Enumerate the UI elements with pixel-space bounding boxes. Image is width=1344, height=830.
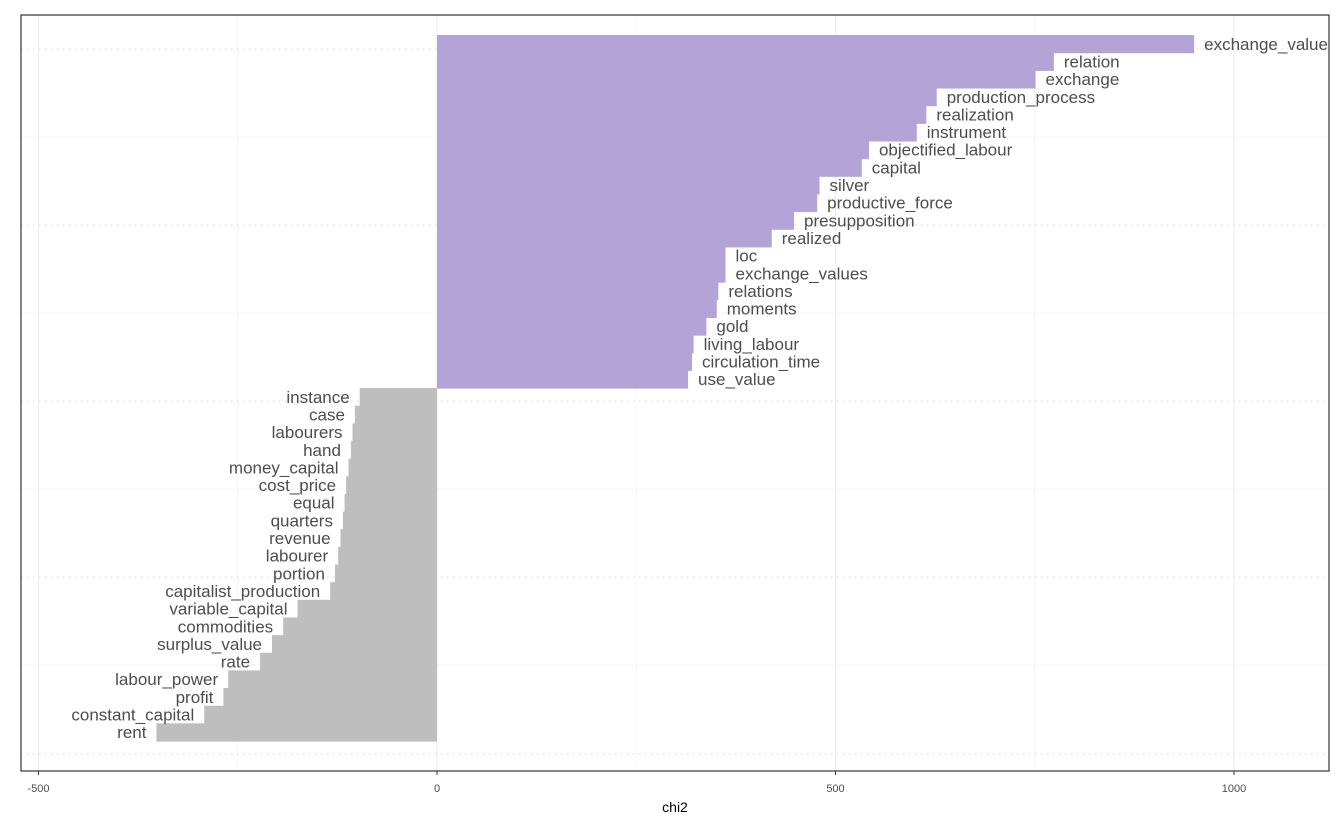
- bar-label-realization: realization: [936, 105, 1014, 124]
- grid-lines: [21, 15, 1329, 771]
- bar-silver: [437, 176, 820, 195]
- bar-label-silver: silver: [830, 176, 870, 195]
- bar-label-surplus_value: surplus_value: [157, 635, 262, 654]
- bar-gold: [437, 317, 707, 336]
- bar-moments: [437, 299, 717, 318]
- bar-label-exchange: exchange: [1046, 70, 1120, 89]
- bar-label-labour_power: labour_power: [115, 670, 218, 689]
- bar-living_labour: [437, 335, 694, 354]
- bar-labourer: [338, 546, 437, 566]
- bar-labourers: [352, 423, 437, 442]
- bar-label-use_value: use_value: [698, 370, 776, 389]
- x-axis-title: chi2: [662, 799, 688, 815]
- bar-label-exchange_value: exchange_value: [1204, 35, 1328, 54]
- bar-label-production_process: production_process: [947, 88, 1095, 107]
- bar-label-portion: portion: [273, 564, 325, 583]
- bar-label-equal: equal: [293, 494, 335, 513]
- bar-label-moments: moments: [727, 300, 797, 319]
- bar-label-instance: instance: [286, 388, 349, 407]
- bar-use_value: [437, 370, 689, 389]
- bar-label-labourers: labourers: [272, 423, 343, 442]
- bar-constant_capital: [204, 705, 437, 724]
- x-tick-label: 0: [434, 783, 440, 795]
- bar-instance: [359, 388, 437, 407]
- bar-relation: [437, 52, 1054, 71]
- bar-label-relations: relations: [728, 282, 792, 301]
- bar-quarters: [342, 511, 437, 530]
- bar-cost_price: [346, 476, 437, 495]
- bar-label-capitalist_production: capitalist_production: [165, 582, 320, 601]
- bar-capital: [437, 158, 862, 177]
- bar-surplus_value: [272, 635, 437, 654]
- bar-realization: [437, 105, 927, 124]
- bar-label-quarters: quarters: [271, 511, 333, 530]
- bar-label-loc: loc: [736, 247, 758, 266]
- bar-rent: [156, 723, 437, 742]
- x-axis: -500 0 500 1000: [27, 771, 1246, 795]
- bar-profit: [223, 688, 437, 707]
- bar-label-profit: profit: [176, 688, 214, 707]
- bar-loc: [437, 246, 726, 266]
- bar-label-instrument: instrument: [927, 123, 1007, 142]
- bar-label-variable_capital: variable_capital: [169, 600, 287, 619]
- bar-label-relation: relation: [1064, 52, 1120, 71]
- bar-rate: [260, 652, 437, 671]
- bar-label-constant_capital: constant_capital: [71, 706, 194, 725]
- bar-money_capital: [348, 458, 437, 477]
- bar-revenue: [340, 529, 437, 548]
- bars-layer: [156, 35, 1195, 742]
- bar-presupposition: [437, 211, 795, 230]
- panel-border: [20, 14, 1330, 772]
- bar-variable_capital: [297, 599, 437, 619]
- bar-equal: [344, 493, 437, 513]
- bar-productive_force: [437, 193, 818, 213]
- bar-objectified_labour: [437, 140, 869, 160]
- bar-label-capital: capital: [872, 158, 921, 177]
- bar-label-labourer: labourer: [266, 547, 329, 566]
- bar-label-revenue: revenue: [269, 529, 330, 548]
- bar-label-cost_price: cost_price: [259, 476, 336, 495]
- bar-label-case: case: [309, 405, 345, 424]
- bar-case: [354, 405, 437, 424]
- bar-label-productive_force: productive_force: [827, 194, 953, 213]
- bar-capitalist_production: [330, 582, 437, 601]
- x-tick-label: -500: [27, 783, 49, 795]
- bar-hand: [350, 440, 437, 460]
- bar-label-rate: rate: [221, 653, 250, 672]
- bar-relations: [437, 282, 719, 301]
- x-tick-label: 1000: [1222, 783, 1246, 795]
- bar-production_process: [437, 87, 937, 107]
- bar-label-circulation_time: circulation_time: [702, 353, 820, 372]
- bar-label-realized: realized: [782, 229, 842, 248]
- bar-label-hand: hand: [303, 441, 341, 460]
- bar-label-gold: gold: [716, 317, 748, 336]
- bar-labour_power: [228, 670, 437, 689]
- bar-exchange_value: [437, 35, 1195, 54]
- bar-label-exchange_values: exchange_values: [736, 264, 868, 283]
- bar-label-objectified_labour: objectified_labour: [879, 141, 1013, 160]
- bar-label-presupposition: presupposition: [804, 211, 915, 230]
- bar-label-rent: rent: [117, 723, 147, 742]
- bar-realized: [437, 229, 772, 248]
- bar-commodities: [283, 617, 437, 636]
- bar-labels-layer: exchange_value relationexchangeproduction…: [71, 35, 1328, 742]
- bar-label-living_labour: living_labour: [704, 335, 800, 354]
- bar-label-money_capital: money_capital: [229, 458, 339, 477]
- bar-instrument: [437, 123, 917, 142]
- bar-portion: [334, 564, 437, 583]
- bar-circulation_time: [437, 352, 693, 371]
- x-tick-label: 500: [826, 783, 844, 795]
- bar-exchange: [437, 70, 1036, 89]
- bar-exchange_values: [437, 264, 726, 283]
- bar-label-commodities: commodities: [178, 617, 273, 636]
